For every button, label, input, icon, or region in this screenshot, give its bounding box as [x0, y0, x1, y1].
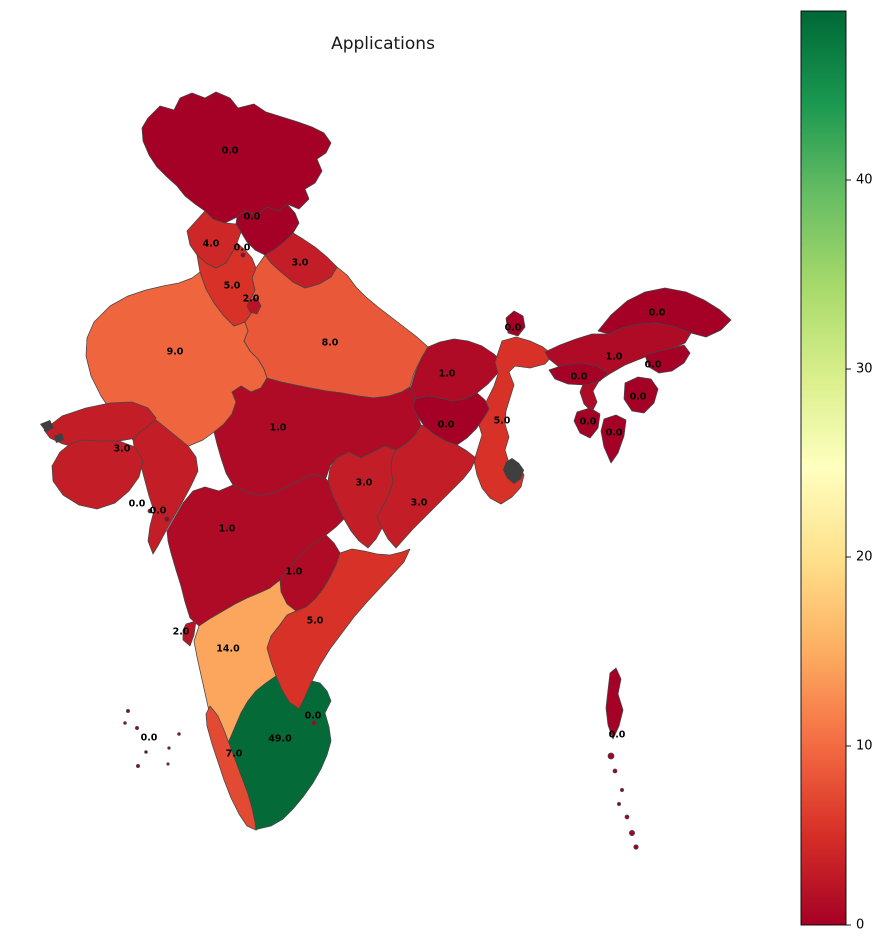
- value-label-chandigarh: 0.0: [234, 243, 251, 254]
- state-tripura: [573, 407, 601, 439]
- value-label-kerala: 7.0: [226, 749, 243, 760]
- state-assam: [544, 322, 692, 413]
- colorbar-tick-label-20: 20: [856, 550, 873, 565]
- map-value-labels: 0.0 0.0 4.0 0.0 3.0 5.0 2.0 9.0 8.0 1.0 …: [114, 146, 666, 760]
- state-dadra-and-nagar-haveli: [164, 516, 170, 522]
- value-label-assam: 1.0: [606, 352, 623, 363]
- state-sikkim: [505, 310, 526, 337]
- value-label-madhya-pradesh: 1.0: [270, 423, 287, 434]
- colorbar: 40 30 20 10 0: [800, 10, 873, 933]
- state-nagaland: [644, 344, 691, 374]
- value-label-gujarat: 3.0: [114, 444, 131, 455]
- state-lakshadweep: [123, 709, 181, 768]
- rann-of-kutch-coast-decoration: [40, 420, 64, 443]
- colorbar-gradient-bar: [800, 10, 847, 926]
- colorbar-tick-label-40: 40: [856, 173, 873, 188]
- value-label-karnataka: 14.0: [216, 644, 240, 655]
- state-andaman-and-nicobar-islands: [605, 667, 639, 850]
- value-label-andhra-pradesh: 5.0: [307, 616, 324, 627]
- value-label-haryana: 5.0: [224, 281, 241, 292]
- value-label-odisha: 3.0: [411, 498, 428, 509]
- state-kerala: [205, 705, 257, 831]
- value-label-uttarakhand: 3.0: [292, 258, 309, 269]
- colorbar-tick-label-0: 0: [856, 918, 864, 933]
- state-daman-and-diu: [147, 508, 153, 514]
- state-meghalaya: [548, 362, 609, 386]
- value-label-mizoram: 0.0: [606, 428, 623, 439]
- value-label-maharashtra: 1.0: [219, 524, 236, 535]
- state-delhi: [246, 297, 262, 315]
- value-label-jammu-and-kashmir: 0.0: [222, 146, 239, 157]
- figure-title: Applications: [331, 34, 435, 54]
- value-label-arunachal-pradesh: 0.0: [649, 308, 666, 319]
- map-states: [40, 91, 732, 850]
- value-label-dadra-and-nagar-haveli: 0.0: [150, 506, 167, 517]
- value-label-west-bengal: 5.0: [494, 416, 511, 427]
- value-label-goa: 2.0: [173, 627, 190, 638]
- colorbar-tick-label-10: 10: [856, 739, 873, 754]
- state-mizoram: [600, 414, 627, 464]
- value-label-manipur: 0.0: [630, 392, 647, 403]
- state-gujarat: [43, 401, 199, 555]
- value-label-lakshadweep: 0.0: [141, 733, 158, 744]
- value-label-nagaland: 0.0: [645, 360, 662, 371]
- state-jammu-and-kashmir: [141, 91, 332, 224]
- state-puducherry: [311, 720, 317, 726]
- state-manipur: [623, 376, 659, 414]
- value-label-telangana: 1.0: [286, 567, 303, 578]
- value-label-puducherry: 0.0: [305, 711, 322, 722]
- value-label-bihar: 1.0: [439, 369, 456, 380]
- value-label-tripura: 0.0: [580, 417, 597, 428]
- value-label-jharkhand: 0.0: [438, 420, 455, 431]
- value-label-tamil-nadu: 49.0: [268, 734, 292, 745]
- value-label-uttar-pradesh: 8.0: [322, 338, 339, 349]
- value-label-delhi: 2.0: [243, 294, 260, 305]
- value-label-punjab: 4.0: [203, 239, 220, 250]
- value-label-himachal-pradesh: 0.0: [244, 212, 261, 223]
- value-label-sikkim: 0.0: [505, 323, 522, 334]
- value-label-meghalaya: 0.0: [571, 372, 588, 383]
- value-label-andaman-and-nicobar-islands: 0.0: [609, 730, 626, 741]
- value-label-chhattisgarh: 3.0: [356, 478, 373, 489]
- value-label-rajasthan: 9.0: [167, 347, 184, 358]
- state-goa: [182, 620, 197, 647]
- state-chandigarh: [240, 252, 246, 258]
- colorbar-tick-label-30: 30: [856, 362, 873, 377]
- value-label-daman-and-diu: 0.0: [129, 499, 146, 510]
- state-haryana: [196, 242, 257, 327]
- sundarbans-coast-decoration: [503, 458, 524, 484]
- state-uttar-pradesh: [243, 254, 429, 399]
- state-uttarakhand: [264, 232, 338, 289]
